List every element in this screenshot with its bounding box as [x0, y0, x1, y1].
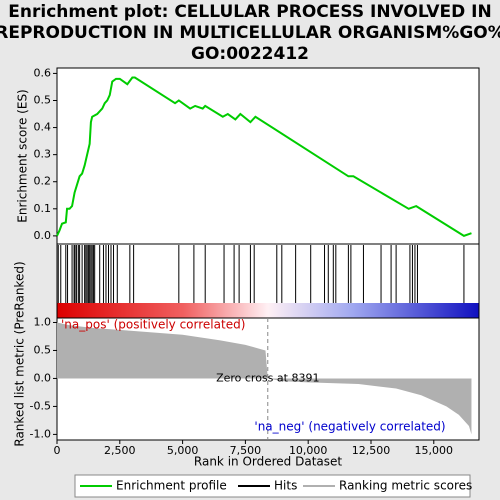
y-tick-label: 0.2 — [34, 175, 52, 188]
y-tick-label: 0.5 — [34, 93, 52, 106]
y-axis-label: Ranked list metric (PreRanked) — [13, 261, 27, 446]
es-curve — [56, 76, 472, 237]
legend-box — [74, 474, 471, 498]
y-tick-label: 0.3 — [34, 148, 52, 161]
y-tick-label: 0.4 — [34, 121, 52, 134]
annotation: Zero cross at 8391 — [216, 371, 319, 384]
chart-title: REPRODUCTION IN MULTICELLULAR ORGANISM%G… — [0, 23, 500, 43]
x-tick-label: 2,500 — [104, 444, 136, 457]
y-tick-label: -0.5 — [30, 399, 51, 412]
y-tick-label: 0.6 — [34, 66, 52, 79]
annotation: 'na_neg' (negatively correlated) — [254, 420, 445, 434]
x-tick-label: 15,000 — [415, 444, 454, 457]
y-tick-label: 0.0 — [34, 229, 52, 242]
y-tick-label: 1.0 — [34, 315, 52, 328]
x-tick-label: 12,500 — [352, 444, 391, 457]
chart-title: GO:0022412 — [191, 44, 309, 64]
annotation: 'na_pos' (positively correlated) — [61, 318, 245, 332]
y-tick-label: 0.0 — [34, 371, 52, 384]
x-axis-label: Rank in Ordered Dataset — [194, 455, 342, 469]
legend-label: Hits — [274, 479, 297, 493]
y-axis-label: Enrichment score (ES) — [16, 89, 30, 222]
x-tick-label: 10,000 — [289, 444, 328, 457]
chart-title: Enrichment plot: CELLULAR PROCESS INVOLV… — [8, 2, 491, 22]
y-tick-label: 0.5 — [34, 343, 52, 356]
metric-area — [57, 322, 472, 435]
x-tick-label: 7,500 — [230, 444, 262, 457]
legend-label: Ranking metric scores — [339, 479, 472, 493]
y-tick-label: 0.1 — [34, 202, 52, 215]
x-tick-label: 5,000 — [167, 444, 199, 457]
legend-label: Enrichment profile — [116, 479, 227, 493]
rank-band — [57, 303, 479, 318]
y-tick-label: -1.0 — [30, 427, 51, 440]
x-tick-label: 0 — [54, 444, 61, 457]
